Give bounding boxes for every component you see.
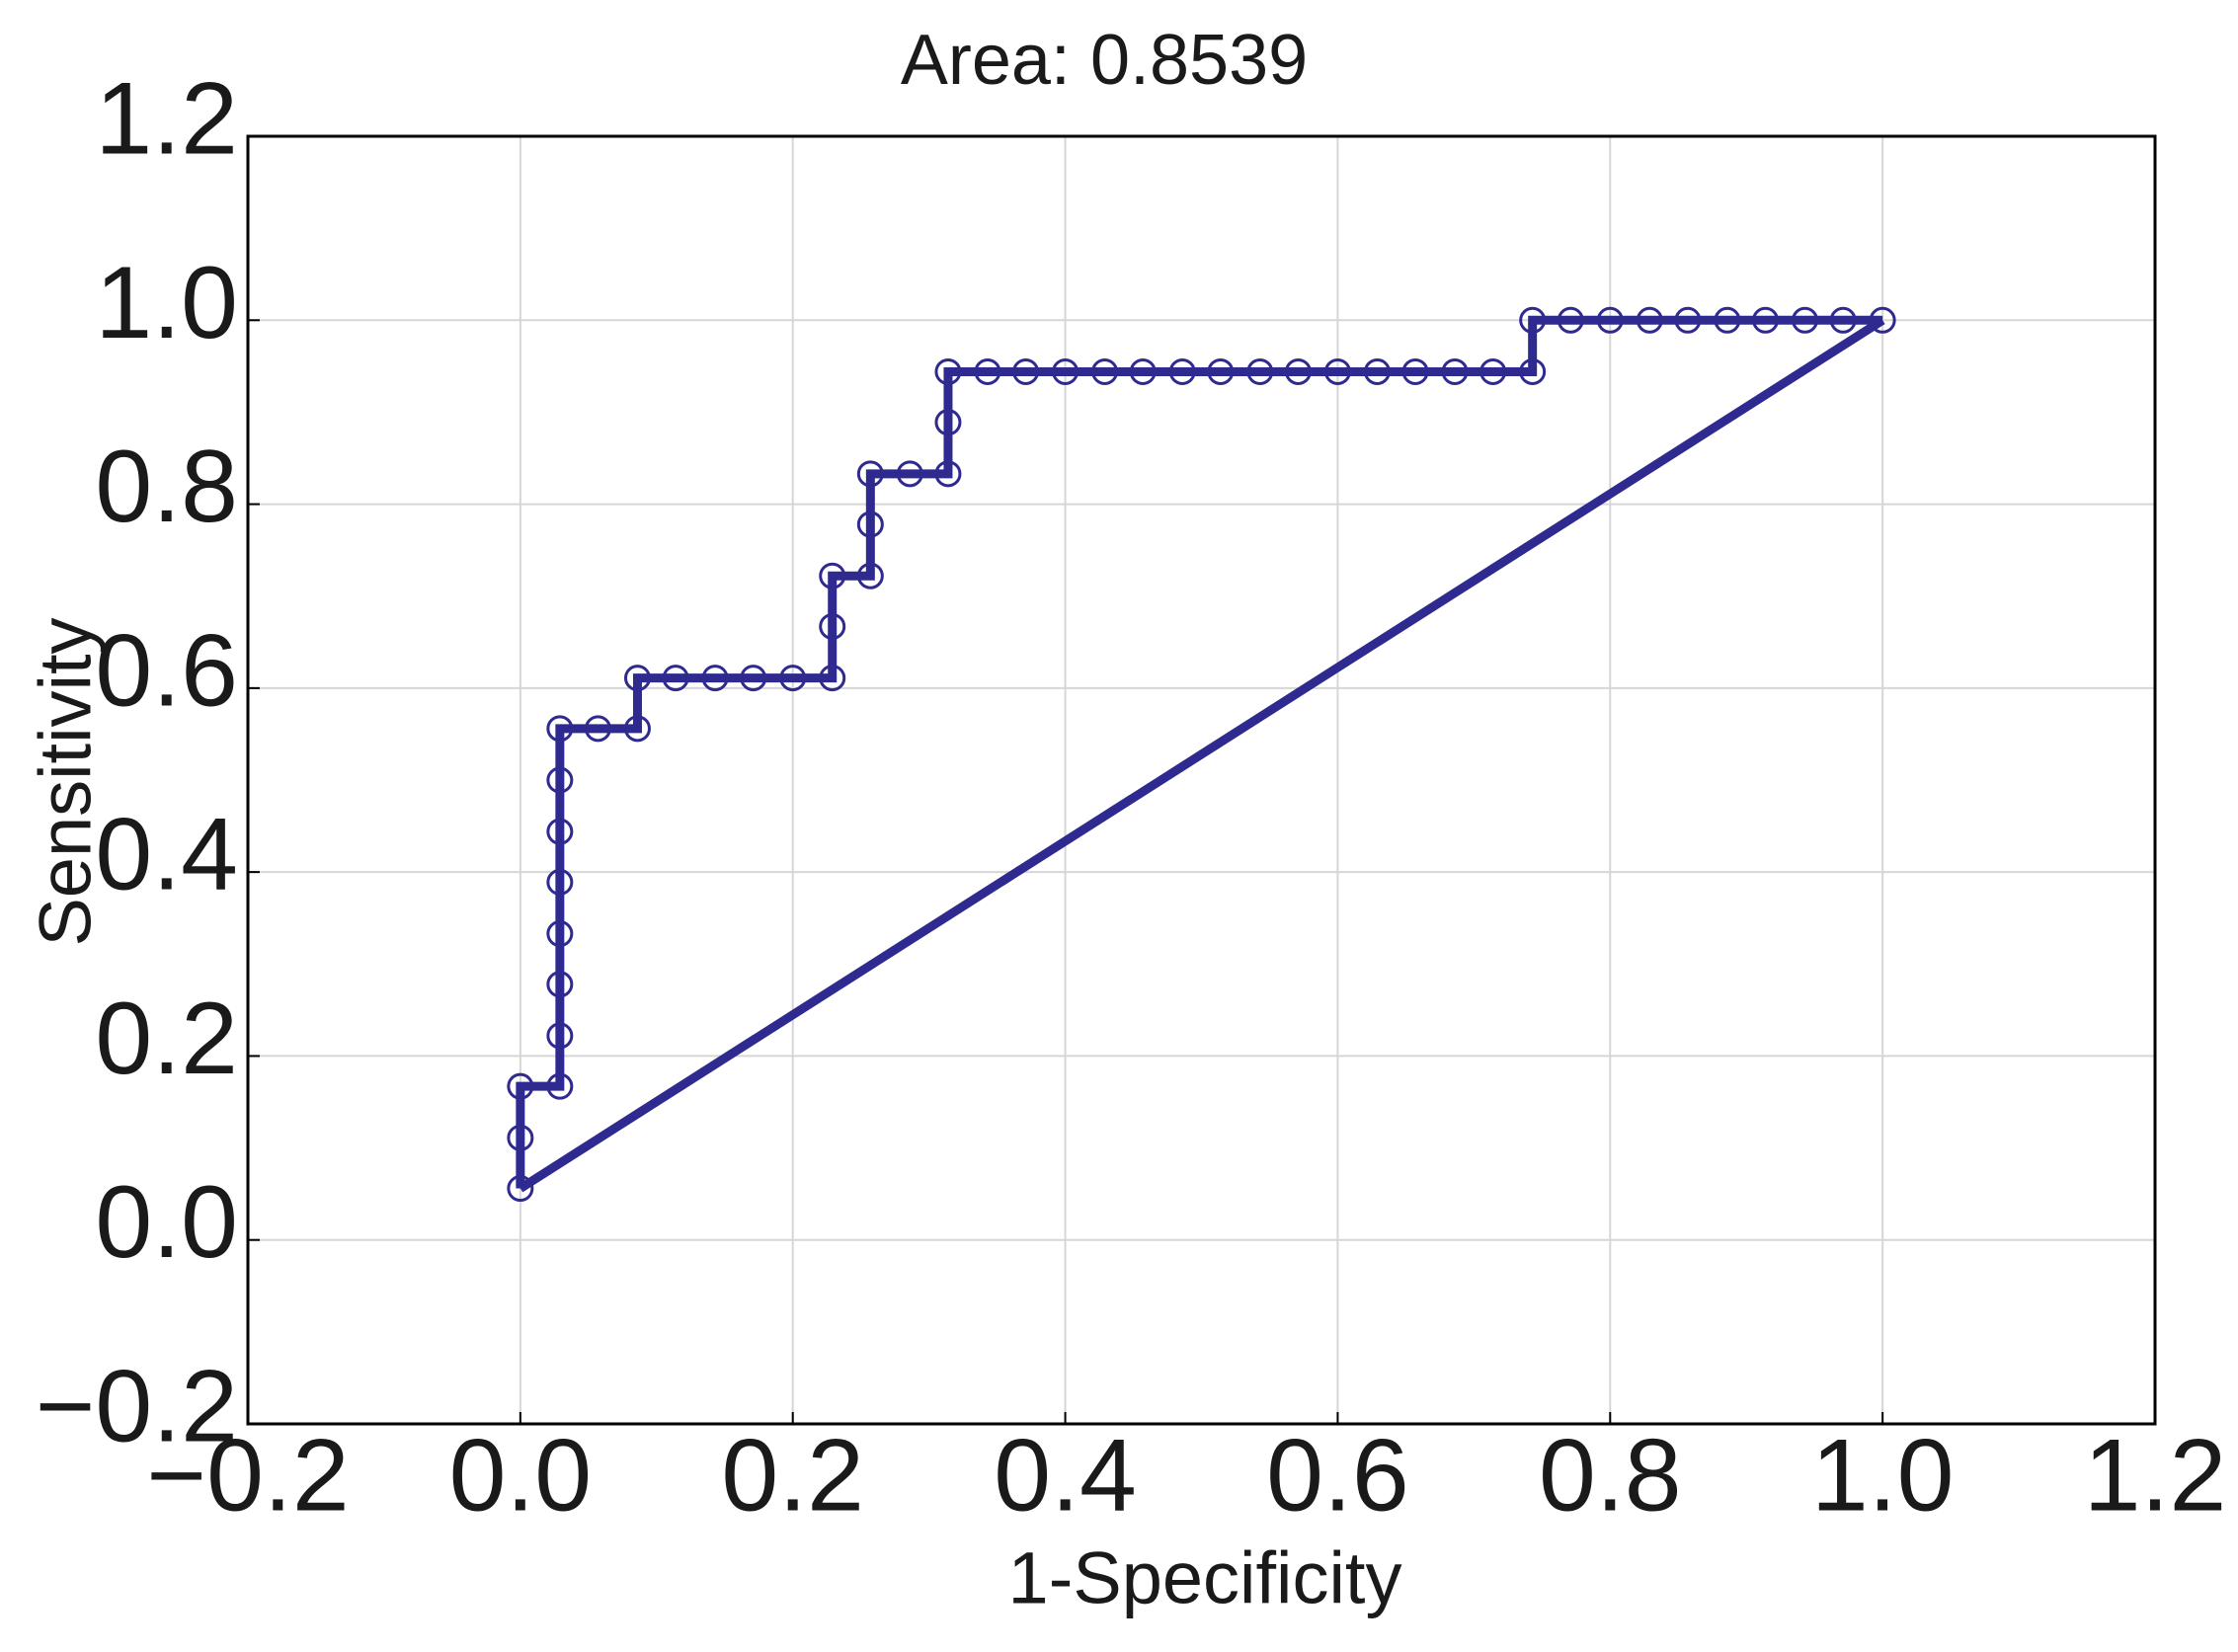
y-tick-label: −0.2: [36, 1349, 238, 1463]
point-marker: [546, 868, 574, 896]
y-axis-label: Sensitivity: [25, 617, 107, 946]
point-marker: [856, 511, 884, 538]
x-tick-label: 0.2: [721, 1418, 864, 1533]
point-marker: [1207, 357, 1235, 385]
point-marker: [546, 766, 574, 794]
x-tick-label: 0.6: [1266, 1418, 1409, 1533]
point-marker: [1792, 306, 1819, 334]
point-marker: [1284, 357, 1312, 385]
point-marker: [819, 612, 846, 640]
point-marker: [1246, 357, 1274, 385]
point-marker: [1479, 357, 1507, 385]
point-marker: [1869, 306, 1896, 334]
x-axis-label: 1-Specificity: [1008, 1537, 1402, 1619]
point-marker: [856, 562, 884, 590]
point-marker: [1441, 357, 1469, 385]
point-marker: [546, 818, 574, 845]
point-marker: [507, 1124, 534, 1151]
point-marker: [934, 357, 962, 385]
plot-frame: [246, 134, 2157, 1426]
point-marker: [779, 665, 807, 692]
point-marker: [546, 715, 574, 743]
y-tick-label: 0.0: [95, 1165, 238, 1280]
point-marker: [1052, 357, 1079, 385]
point-marker: [934, 409, 962, 436]
point-marker: [896, 460, 923, 488]
point-marker: [819, 665, 846, 692]
point-marker: [584, 715, 611, 743]
curve: [518, 316, 1885, 1193]
point-marker: [623, 665, 651, 692]
point-marker: [701, 665, 729, 692]
point-marker: [1168, 357, 1196, 385]
point-marker: [1557, 306, 1584, 334]
x-tick-label: 1.2: [2084, 1418, 2227, 1533]
chart-title: Area: 0.8539: [901, 21, 1308, 100]
y-tick-label: 0.2: [95, 982, 238, 1096]
point-marker: [1012, 357, 1040, 385]
point-marker: [546, 920, 574, 948]
point-marker: [1129, 357, 1157, 385]
point-marker: [1519, 357, 1547, 385]
x-tick-label: 1.0: [1811, 1418, 1955, 1533]
y-tick-label: 0.4: [95, 798, 238, 912]
point-marker: [974, 357, 1001, 385]
point-marker: [507, 1072, 534, 1100]
point-marker: [856, 460, 884, 488]
point-marker: [1636, 306, 1663, 334]
point-marker: [662, 665, 689, 692]
y-tick-label: 1.2: [95, 61, 238, 176]
point-marker: [1363, 357, 1391, 385]
point-marker: [1674, 306, 1702, 334]
point-marker: [507, 1175, 534, 1203]
y-tick-label: 1.0: [95, 246, 238, 360]
point-marker: [546, 1022, 574, 1050]
point-marker: [934, 460, 962, 488]
point-marker: [546, 1072, 574, 1100]
x-tick-label: 0.4: [994, 1418, 1137, 1533]
x-tick-label: 0.8: [1539, 1418, 1682, 1533]
y-tick-label: 0.8: [95, 430, 238, 544]
x-tick-label: −0.2: [146, 1418, 349, 1533]
point-marker: [1091, 357, 1119, 385]
point-marker: [1401, 357, 1429, 385]
point-marker: [740, 665, 767, 692]
point-marker: [1596, 306, 1624, 334]
point-marker: [1829, 306, 1857, 334]
point-marker: [1714, 306, 1741, 334]
point-marker: [623, 715, 651, 743]
x-tick-label: 0.0: [449, 1418, 593, 1533]
point-marker: [1519, 306, 1547, 334]
point-marker: [1752, 306, 1780, 334]
point-marker: [546, 971, 574, 998]
y-tick-label: 0.6: [95, 613, 238, 728]
point-marker: [1323, 357, 1351, 385]
point-marker: [819, 562, 846, 590]
